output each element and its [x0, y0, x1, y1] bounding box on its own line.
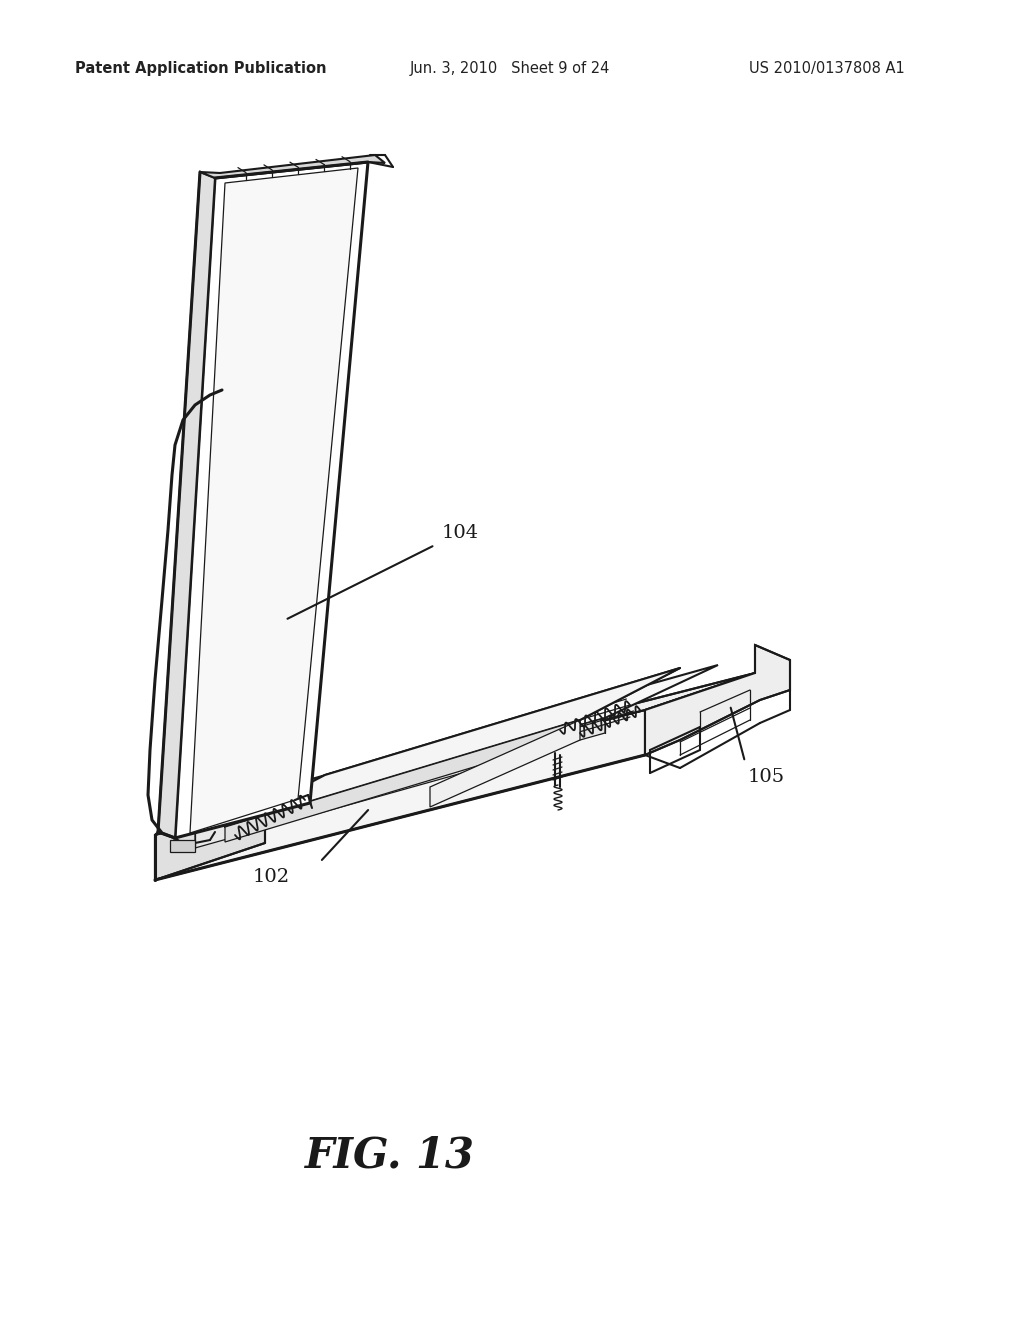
Text: US 2010/0137808 A1: US 2010/0137808 A1	[750, 61, 905, 75]
Polygon shape	[430, 719, 580, 807]
Text: 105: 105	[748, 768, 785, 785]
Text: Jun. 3, 2010   Sheet 9 of 24: Jun. 3, 2010 Sheet 9 of 24	[410, 61, 610, 75]
Polygon shape	[200, 154, 385, 178]
Polygon shape	[195, 718, 605, 847]
Polygon shape	[155, 799, 265, 880]
Polygon shape	[155, 710, 645, 880]
Text: FIG. 13: FIG. 13	[305, 1134, 475, 1176]
Polygon shape	[170, 840, 195, 851]
Polygon shape	[195, 665, 718, 833]
Text: 104: 104	[442, 524, 479, 543]
Polygon shape	[155, 673, 755, 836]
Text: 102: 102	[253, 869, 290, 886]
Polygon shape	[190, 168, 358, 833]
Polygon shape	[158, 172, 215, 838]
Polygon shape	[225, 668, 680, 828]
Polygon shape	[645, 645, 790, 755]
Polygon shape	[225, 719, 580, 842]
Text: Patent Application Publication: Patent Application Publication	[75, 61, 327, 75]
Polygon shape	[175, 162, 368, 838]
